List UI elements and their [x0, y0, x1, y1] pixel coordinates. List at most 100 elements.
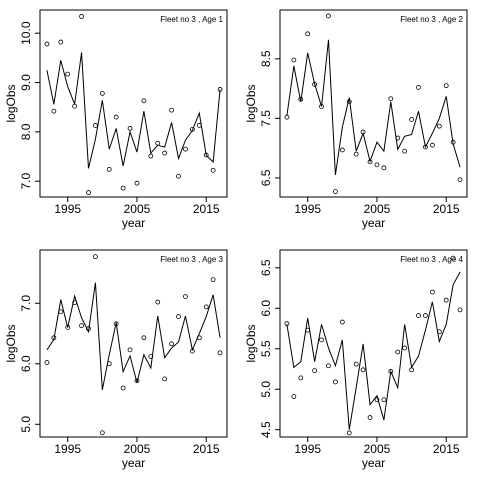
- fit-line: [46, 282, 221, 390]
- obs-point: [217, 350, 223, 356]
- obs-point: [44, 360, 50, 365]
- obs-point: [51, 108, 57, 114]
- x-tick-label: 2015: [433, 202, 460, 216]
- x-tick-label: 2005: [364, 202, 391, 216]
- x-tick-label: 1995: [294, 442, 321, 456]
- x-tick-label: 2005: [124, 442, 151, 456]
- obs-point: [443, 297, 449, 303]
- x-tick-label: 2005: [124, 202, 151, 216]
- obs-point: [284, 114, 290, 120]
- obs-point: [423, 313, 428, 318]
- obs-point: [86, 190, 91, 195]
- obs-point: [339, 147, 345, 153]
- panel: 1995 2005 2015 4.5 5.0 5.5 6.0 6.5 year logObs Fle…: [244, 249, 468, 470]
- fit-line: [46, 52, 221, 169]
- obs-point: [169, 341, 174, 347]
- x-tick-label: 2015: [193, 202, 220, 216]
- obs-point: [93, 254, 98, 260]
- obs-point: [113, 114, 119, 120]
- x-tick-label: 2015: [433, 442, 460, 456]
- obs-point: [374, 397, 380, 403]
- obs-point: [155, 299, 161, 305]
- obs-point: [141, 335, 147, 341]
- obs-point: [443, 83, 449, 89]
- obs-point: [79, 323, 84, 329]
- obs-point: [72, 103, 78, 109]
- obs-point: [127, 347, 133, 353]
- plot-frame: [39, 9, 228, 198]
- obs-point: [210, 277, 216, 283]
- obs-point: [353, 151, 359, 157]
- obs-point: [291, 394, 297, 399]
- y-tick-label: 8.0: [19, 123, 33, 140]
- panel: 1995 2005 2015 6.5 7.5 8.5 year logObs Fleet no …: [244, 9, 468, 230]
- obs-point: [141, 98, 147, 104]
- panel-label: Fleet no 3 , Age 2: [400, 15, 463, 24]
- y-tick-label: 8.5: [259, 50, 273, 67]
- obs-point: [429, 142, 435, 148]
- obs-point: [162, 150, 168, 156]
- obs-point: [120, 185, 126, 191]
- obs-point: [333, 189, 338, 195]
- obs-point: [402, 148, 408, 154]
- y-tick-label: 7.0: [19, 295, 33, 312]
- plot-frame: [39, 249, 228, 438]
- x-axis-label: year: [362, 456, 385, 470]
- obs-point: [79, 14, 84, 19]
- y-axis-label: logObs: [244, 324, 258, 362]
- obs-point: [99, 90, 105, 96]
- obs-point: [429, 289, 435, 295]
- obs-point: [148, 153, 154, 159]
- obs-point: [388, 96, 394, 102]
- x-tick-label: 2005: [364, 442, 391, 456]
- y-tick-label: 6.0: [259, 300, 273, 317]
- obs-point: [457, 307, 463, 313]
- obs-point: [58, 39, 64, 45]
- obs-point: [395, 349, 401, 355]
- x-tick-label: 1995: [54, 202, 81, 216]
- y-tick-label: 10.0: [19, 21, 33, 45]
- y-tick-label: 6.5: [259, 259, 273, 276]
- x-axis-label: year: [122, 216, 145, 230]
- y-axis-label: logObs: [4, 324, 18, 362]
- fit-line: [286, 271, 461, 430]
- obs-point: [162, 376, 168, 382]
- obs-point: [169, 107, 174, 113]
- plot-frame: [279, 249, 468, 438]
- obs-point: [120, 385, 126, 391]
- y-tick-label: 6.5: [259, 169, 273, 186]
- obs-point: [65, 71, 71, 77]
- y-tick-label: 7.5: [259, 110, 273, 127]
- obs-point: [409, 367, 414, 373]
- obs-point: [319, 337, 324, 343]
- obs-point: [298, 375, 304, 381]
- obs-point: [416, 313, 421, 318]
- obs-point: [44, 41, 50, 47]
- panel-label: Fleet no 3 , Age 1: [160, 15, 223, 24]
- x-tick-label: 1995: [54, 442, 81, 456]
- fit-line: [286, 39, 461, 176]
- y-tick-label: 5.0: [259, 381, 273, 398]
- y-tick-label: 6.0: [19, 355, 33, 372]
- y-tick-label: 5.5: [259, 340, 273, 357]
- y-axis-label: logObs: [244, 84, 258, 122]
- obs-point: [134, 378, 140, 384]
- y-tick-label: 5.0: [19, 416, 33, 433]
- y-tick-label: 7.0: [19, 173, 33, 190]
- obs-point: [333, 379, 338, 385]
- x-tick-label: 2015: [193, 442, 220, 456]
- obs-point: [99, 430, 105, 436]
- panel-label: Fleet no 3 , Age 4: [400, 255, 463, 264]
- obs-point: [374, 162, 380, 168]
- obs-point: [381, 397, 387, 403]
- obs-point: [183, 294, 188, 299]
- obs-point: [416, 85, 421, 90]
- panel-label: Fleet no 3 , Age 3: [160, 255, 223, 264]
- y-tick-label: 4.5: [259, 421, 273, 438]
- y-tick-label: 9.0: [19, 74, 33, 91]
- obs-point: [326, 363, 331, 369]
- x-axis-label: year: [122, 456, 145, 470]
- obs-point: [189, 127, 195, 132]
- obs-point: [305, 31, 311, 37]
- obs-point: [176, 314, 181, 319]
